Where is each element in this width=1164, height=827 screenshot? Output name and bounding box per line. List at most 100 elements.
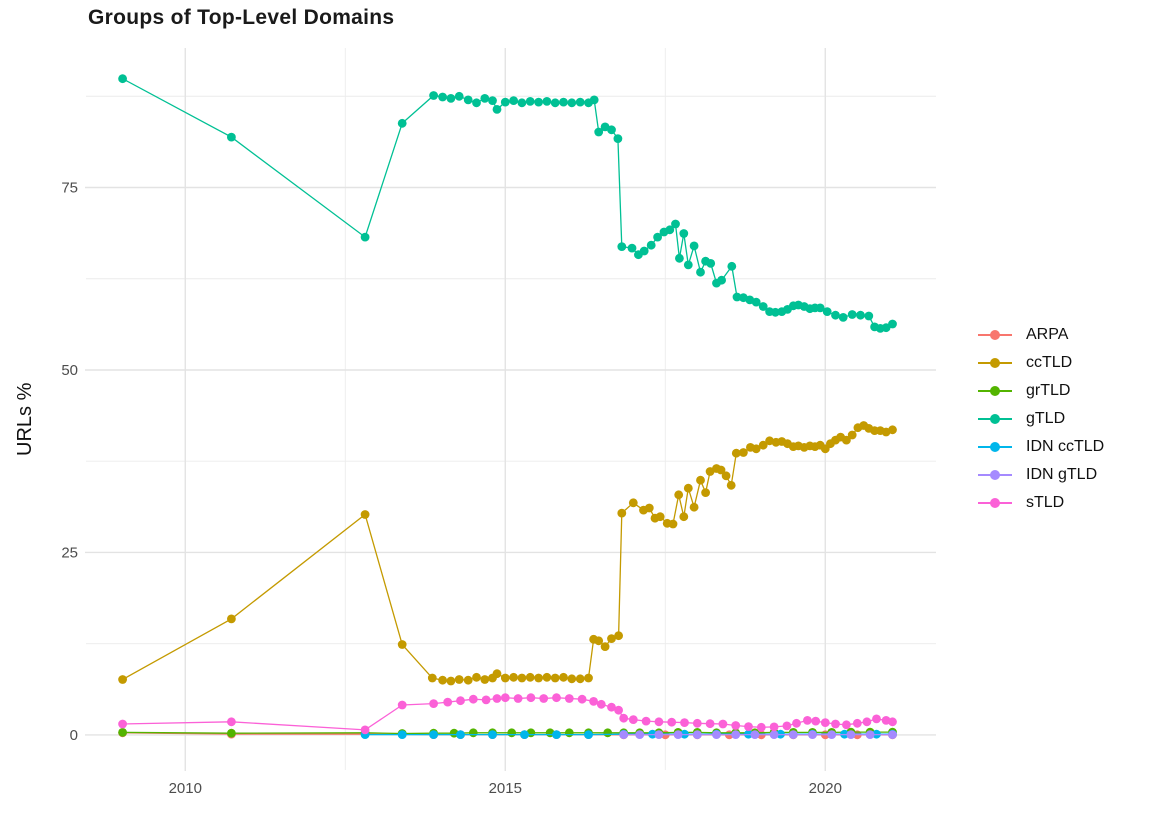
data-point-cctld xyxy=(751,444,761,454)
x-tick-label: 2010 xyxy=(169,780,202,797)
data-point-gtld xyxy=(429,91,438,100)
data-point-idn-gtld xyxy=(712,730,721,739)
data-point-gtld xyxy=(567,98,577,108)
data-point-idn-cctld xyxy=(397,730,407,739)
data-point-gtld xyxy=(671,219,680,229)
data-point-stld xyxy=(782,721,792,731)
data-point-cctld xyxy=(668,519,678,529)
data-point-gtld xyxy=(463,95,473,105)
data-point-idn-gtld xyxy=(769,730,779,739)
legend-key-icon xyxy=(978,433,1012,461)
legend-item-gtld: gTLD xyxy=(978,405,1104,433)
data-point-gtld xyxy=(732,292,742,302)
data-point-cctld xyxy=(360,510,370,519)
data-point-gtld xyxy=(617,242,627,252)
data-point-gtld xyxy=(509,96,518,105)
data-point-idn-gtld xyxy=(808,730,817,739)
data-point-stld xyxy=(596,699,606,709)
x-tick-label: 2020 xyxy=(809,780,842,797)
data-point-gtld xyxy=(847,310,857,319)
data-point-cctld xyxy=(550,673,560,683)
data-point-gtld xyxy=(717,275,726,285)
data-point-grtld xyxy=(118,728,127,737)
data-point-stld xyxy=(654,717,664,727)
data-point-stld xyxy=(513,694,523,703)
series-line-gtld xyxy=(122,78,893,330)
legend-label: sTLD xyxy=(1026,494,1065,511)
data-point-cctld xyxy=(438,675,447,685)
data-point-stld xyxy=(468,694,478,704)
data-point-gtld xyxy=(771,307,780,317)
data-point-cctld xyxy=(542,672,552,682)
data-point-cctld xyxy=(397,640,407,649)
legend-item-idn-gtld: IDN gTLD xyxy=(978,461,1104,489)
data-point-cctld xyxy=(480,675,490,684)
data-point-gtld xyxy=(665,225,675,235)
data-point-gtld xyxy=(542,97,552,106)
data-point-cctld xyxy=(617,508,627,518)
data-point-idn-cctld xyxy=(520,730,529,739)
chart-title: Groups of Top-Level Domains xyxy=(88,6,395,29)
data-point-cctld xyxy=(683,483,693,493)
legend-label: gTLD xyxy=(1026,410,1066,427)
data-point-gtld xyxy=(525,97,535,106)
data-point-gtld xyxy=(534,97,543,107)
data-point-cctld xyxy=(492,669,502,679)
data-point-gtld xyxy=(488,96,497,105)
data-point-idn-gtld xyxy=(654,730,664,739)
data-point-stld xyxy=(500,693,510,703)
data-point-idn-gtld xyxy=(731,730,741,739)
data-point-stld xyxy=(614,705,623,715)
data-point-gtld xyxy=(838,313,848,322)
data-point-stld xyxy=(872,714,881,724)
y-tick-label: 75 xyxy=(61,179,78,196)
data-point-stld xyxy=(888,717,897,727)
data-point-cctld xyxy=(227,614,236,624)
data-point-grtld xyxy=(468,728,478,738)
data-point-gtld xyxy=(639,246,649,256)
data-point-gtld xyxy=(472,98,481,108)
data-point-cctld xyxy=(758,440,768,450)
legend-key-dot-icon xyxy=(990,386,1000,396)
data-point-gtld xyxy=(607,125,616,135)
legend-key-dot-icon xyxy=(990,414,1000,424)
data-point-cctld xyxy=(614,631,623,641)
data-point-cctld xyxy=(726,480,736,490)
data-point-idn-gtld xyxy=(635,730,645,739)
data-point-stld xyxy=(862,717,872,727)
data-point-cctld xyxy=(674,490,684,500)
data-point-stld xyxy=(831,719,840,729)
data-point-stld xyxy=(481,695,491,705)
data-point-gtld xyxy=(454,91,464,101)
data-point-gtld xyxy=(831,310,840,320)
data-point-cctld xyxy=(534,673,543,683)
data-point-stld xyxy=(577,694,587,704)
data-point-gtld xyxy=(856,310,865,320)
data-point-cctld xyxy=(525,672,535,682)
y-tick-label: 50 xyxy=(61,362,78,379)
data-point-idn-gtld xyxy=(750,730,760,739)
data-point-stld xyxy=(619,713,629,723)
data-point-gtld xyxy=(864,311,874,321)
legend-key-icon xyxy=(978,405,1012,433)
data-point-cctld xyxy=(716,465,726,475)
data-point-stld xyxy=(680,718,689,727)
data-point-stld xyxy=(820,718,830,727)
data-point-gtld xyxy=(227,132,236,142)
data-point-gtld xyxy=(751,297,761,307)
data-point-cctld xyxy=(567,674,577,684)
data-point-grtld xyxy=(507,728,517,738)
legend-label: IDN gTLD xyxy=(1026,466,1098,483)
x-axis-tick-labels: 2010 2015 2020 xyxy=(169,780,842,797)
data-point-cctld xyxy=(509,672,518,682)
data-point-idn-cctld xyxy=(456,730,465,739)
data-point-cctld xyxy=(517,673,527,683)
data-point-grtld xyxy=(603,728,613,738)
data-point-idn-gtld xyxy=(827,730,837,739)
data-point-gtld xyxy=(758,302,768,311)
legend-key-dot-icon xyxy=(990,358,1000,368)
gridlines-minor xyxy=(86,48,936,770)
legend-label: grTLD xyxy=(1026,382,1071,399)
data-point-stld xyxy=(641,716,651,726)
